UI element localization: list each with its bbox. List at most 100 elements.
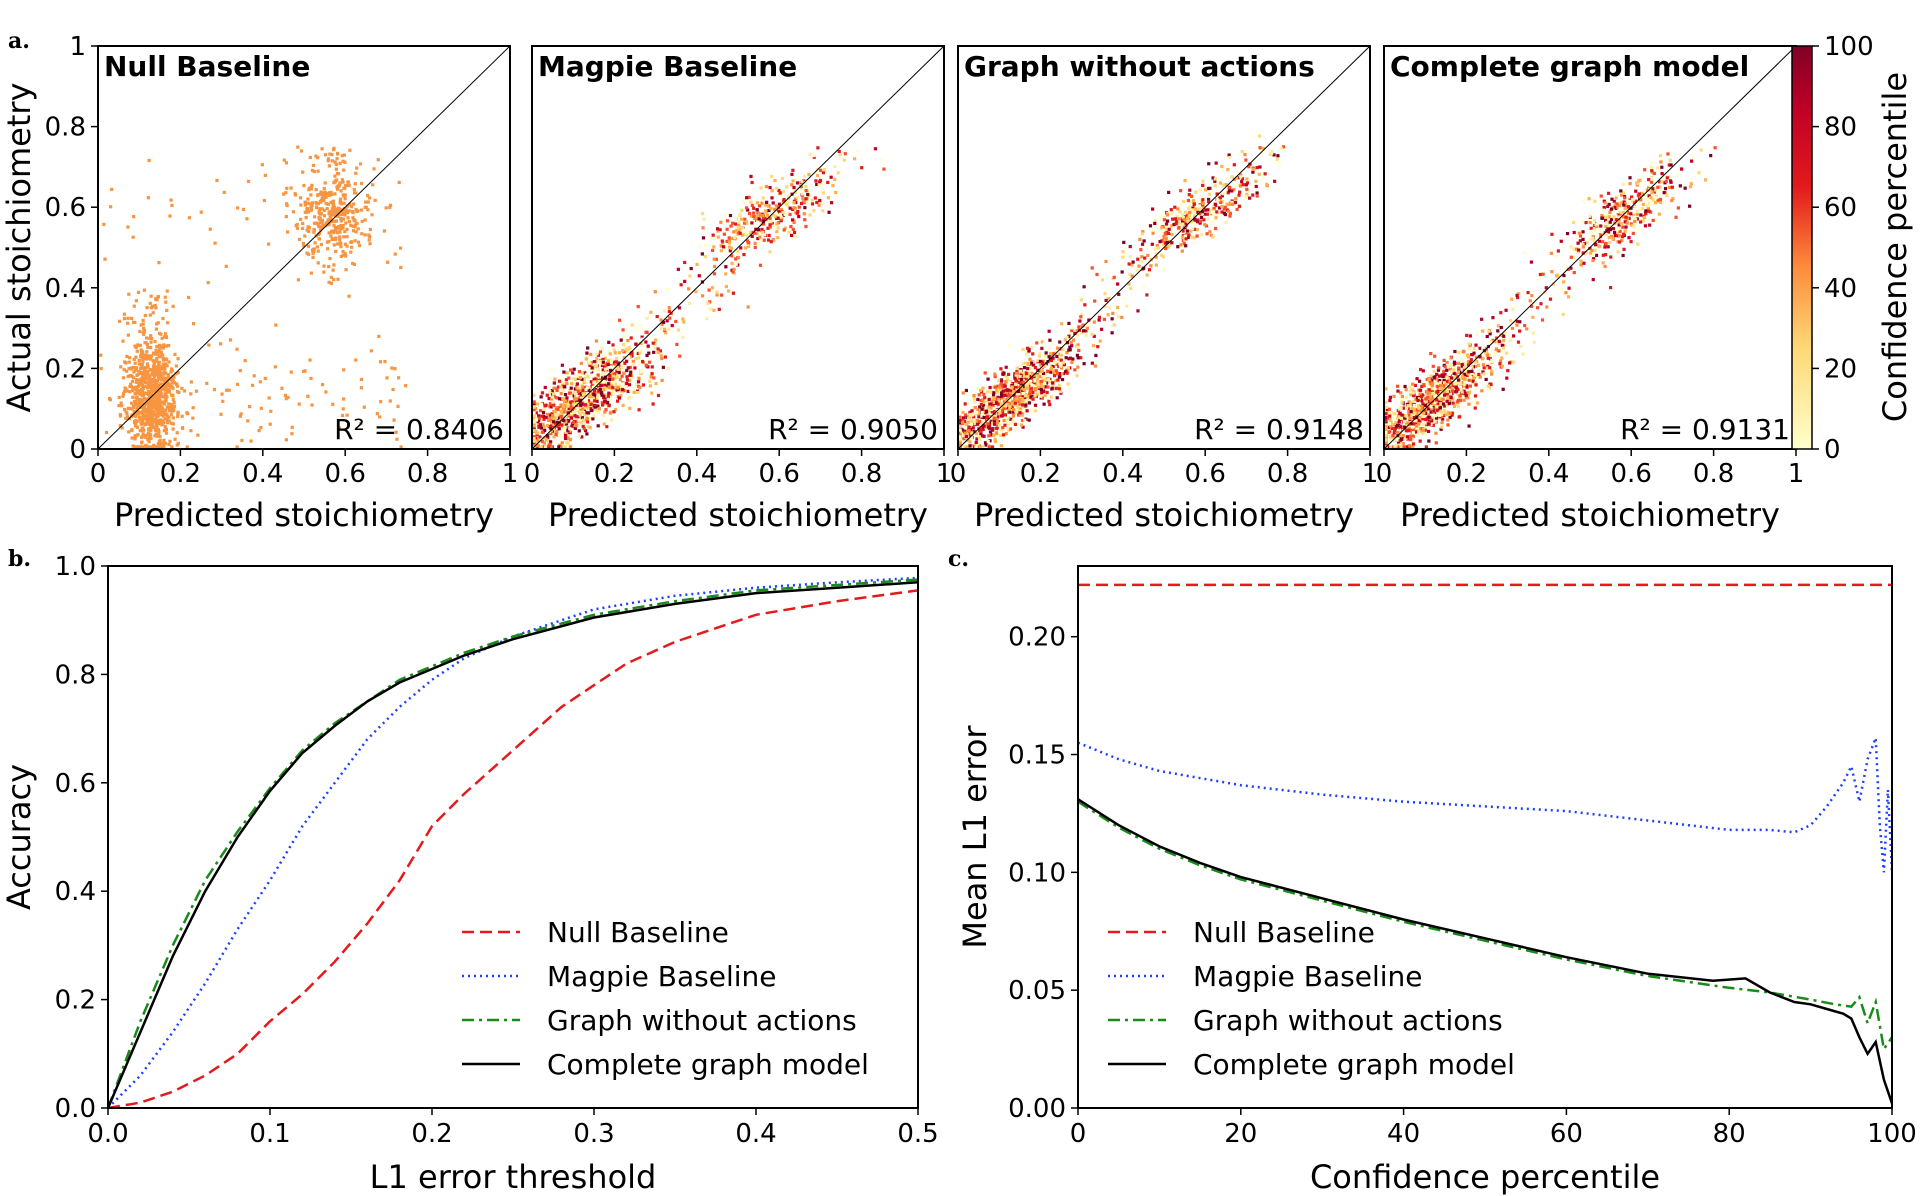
scatter-point bbox=[1184, 223, 1188, 227]
scatter-point bbox=[1137, 264, 1141, 268]
scatter-point bbox=[323, 181, 327, 185]
scatter-point bbox=[732, 230, 736, 234]
scatter-point bbox=[768, 223, 772, 227]
scatter-point bbox=[970, 431, 974, 435]
scatter-point bbox=[1208, 230, 1212, 234]
scatter-point bbox=[1066, 382, 1070, 386]
scatter-point bbox=[171, 397, 175, 402]
scatter-point bbox=[1015, 397, 1019, 401]
scatter-point bbox=[336, 172, 341, 176]
scatter-point bbox=[139, 377, 143, 381]
scatter-point bbox=[1043, 394, 1047, 398]
scatter-point bbox=[1388, 435, 1392, 439]
scatter-point bbox=[1247, 165, 1251, 169]
scatter-point bbox=[1574, 234, 1579, 238]
scatter-point bbox=[1604, 228, 1609, 233]
scatter-point bbox=[557, 433, 561, 437]
scatter-point bbox=[597, 410, 601, 414]
scatter-point bbox=[1436, 399, 1441, 403]
scatter-point bbox=[1001, 396, 1005, 400]
scatter-point bbox=[1023, 394, 1028, 398]
scatter-point bbox=[1136, 268, 1140, 272]
scatter-point bbox=[731, 270, 735, 274]
scatter-point bbox=[580, 407, 584, 411]
scatter-point bbox=[984, 398, 989, 402]
scatter-point bbox=[664, 331, 668, 335]
scatter-point bbox=[570, 424, 574, 428]
scatter-point bbox=[1233, 200, 1238, 205]
scatter-point bbox=[719, 249, 724, 253]
scatter-point bbox=[311, 251, 315, 255]
scatter-point bbox=[1186, 235, 1190, 240]
scatter-point bbox=[532, 405, 536, 409]
scatter-point bbox=[320, 196, 324, 200]
scatter-point bbox=[224, 388, 229, 392]
scatter-point bbox=[146, 345, 150, 350]
scatter-point bbox=[1227, 153, 1231, 157]
scatter-point bbox=[329, 200, 333, 205]
scatter-point bbox=[569, 416, 574, 420]
scatter-point bbox=[1042, 376, 1046, 380]
scatter-point bbox=[1079, 356, 1083, 360]
scatter-point bbox=[194, 389, 199, 393]
scatter-point bbox=[789, 225, 793, 229]
scatter-point bbox=[727, 236, 731, 240]
scatter-point bbox=[1198, 195, 1203, 199]
scatter-point bbox=[1444, 410, 1448, 414]
scatter-point bbox=[1491, 316, 1495, 320]
scatter-point bbox=[764, 203, 768, 207]
scatter-point bbox=[164, 357, 168, 361]
scatter-point bbox=[561, 429, 565, 433]
scatter-point bbox=[1500, 343, 1504, 348]
scatter-point bbox=[780, 204, 784, 209]
scatter-point bbox=[157, 421, 162, 425]
scatter-point bbox=[320, 193, 324, 197]
scatter-point bbox=[213, 241, 217, 245]
scatter-point bbox=[581, 393, 586, 397]
scatter-point bbox=[182, 389, 187, 393]
scatter-point bbox=[1011, 419, 1015, 423]
scatter-point bbox=[982, 392, 986, 397]
scatter-point bbox=[538, 435, 542, 439]
scatter-point bbox=[604, 406, 608, 410]
scatter-point bbox=[583, 403, 587, 407]
scatter-point bbox=[1059, 322, 1064, 326]
scatter-point bbox=[976, 433, 980, 437]
scatter-point bbox=[318, 228, 323, 232]
scatter-point bbox=[600, 346, 604, 350]
y-tick-label: 0.8 bbox=[45, 113, 86, 143]
scatter-point bbox=[161, 316, 165, 321]
scatter-point bbox=[154, 385, 158, 390]
scatter-point bbox=[368, 242, 372, 246]
scatter-point bbox=[1106, 313, 1110, 317]
scatter-point bbox=[1067, 348, 1071, 352]
scatter-point bbox=[1026, 399, 1031, 403]
scatter-point bbox=[577, 418, 581, 423]
scatter-point bbox=[156, 349, 161, 354]
scatter-point bbox=[1425, 424, 1429, 428]
scatter-point bbox=[1056, 378, 1060, 382]
scatter-point bbox=[793, 190, 797, 194]
scatter-point bbox=[617, 390, 621, 394]
scatter-point bbox=[1186, 198, 1190, 203]
scatter-point bbox=[140, 398, 144, 402]
scatter-point bbox=[1127, 272, 1131, 276]
scatter-point bbox=[1254, 184, 1258, 189]
scatter-point bbox=[1201, 179, 1205, 183]
scatter-point bbox=[627, 355, 631, 359]
r2-annotation: R² = 0.8406 bbox=[334, 413, 504, 446]
scatter-point bbox=[1616, 213, 1620, 217]
scatter-point bbox=[302, 244, 306, 248]
scatter-point bbox=[659, 353, 663, 357]
scatter-point bbox=[580, 416, 584, 420]
scatter-point bbox=[633, 366, 637, 370]
scatter-point bbox=[758, 263, 763, 267]
subplot-title: Null Baseline bbox=[104, 50, 310, 83]
scatter-point bbox=[767, 220, 772, 224]
scatter-point bbox=[1028, 389, 1032, 393]
scatter-point bbox=[542, 425, 546, 429]
scatter-point bbox=[1116, 305, 1120, 309]
scatter-point bbox=[327, 164, 332, 168]
scatter-point bbox=[1014, 374, 1018, 378]
